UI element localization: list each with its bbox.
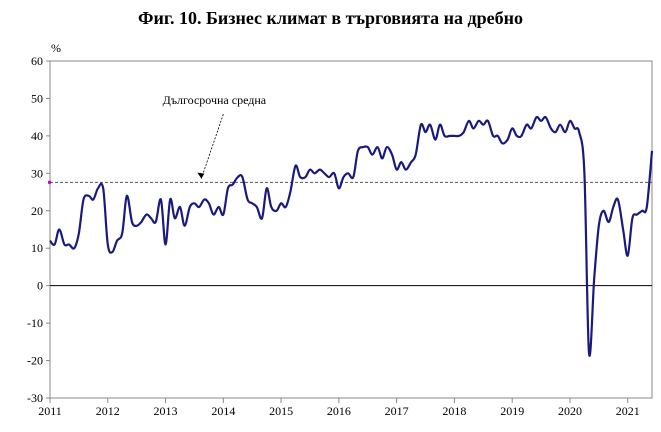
y-tick-label: -30 <box>27 391 43 405</box>
y-tick-label: 60 <box>31 54 43 68</box>
x-tick-label: 2013 <box>154 404 178 418</box>
x-tick-label: 2015 <box>269 404 293 418</box>
y-tick-label: 20 <box>31 204 43 218</box>
x-tick-label: 2018 <box>442 404 466 418</box>
x-tick-label: 2020 <box>558 404 582 418</box>
average-annotation: Дългосрочна средна <box>163 93 267 107</box>
x-tick-label: 2019 <box>500 404 524 418</box>
chart-frame <box>46 60 653 403</box>
x-tick-label: 2017 <box>385 404 409 418</box>
y-tick-label: 40 <box>31 129 43 143</box>
y-tick-label: 10 <box>31 241 43 255</box>
x-tick-label: 2012 <box>96 404 120 418</box>
chart-series <box>49 115 654 357</box>
plot-frame <box>49 60 653 399</box>
x-tick-label: 2021 <box>616 404 640 418</box>
average-marker <box>48 180 51 184</box>
y-tick-label: 0 <box>37 279 43 293</box>
x-tick-label: 2014 <box>211 404 235 418</box>
annotation-arrow-head <box>197 172 205 179</box>
x-tick-label: 2016 <box>327 404 351 418</box>
y-axis-unit: % <box>51 41 61 55</box>
y-tick-label: -10 <box>27 316 43 330</box>
annotation-arrow-shaft <box>200 114 224 179</box>
chart-title: Фиг. 10. Бизнес климат в търговията на д… <box>138 8 523 28</box>
y-tick-label: 50 <box>31 91 43 105</box>
x-tick-label: 2011 <box>38 404 62 418</box>
series-line-0 <box>49 115 654 357</box>
y-tick-label: 30 <box>31 166 43 180</box>
y-tick-label: -20 <box>27 354 43 368</box>
